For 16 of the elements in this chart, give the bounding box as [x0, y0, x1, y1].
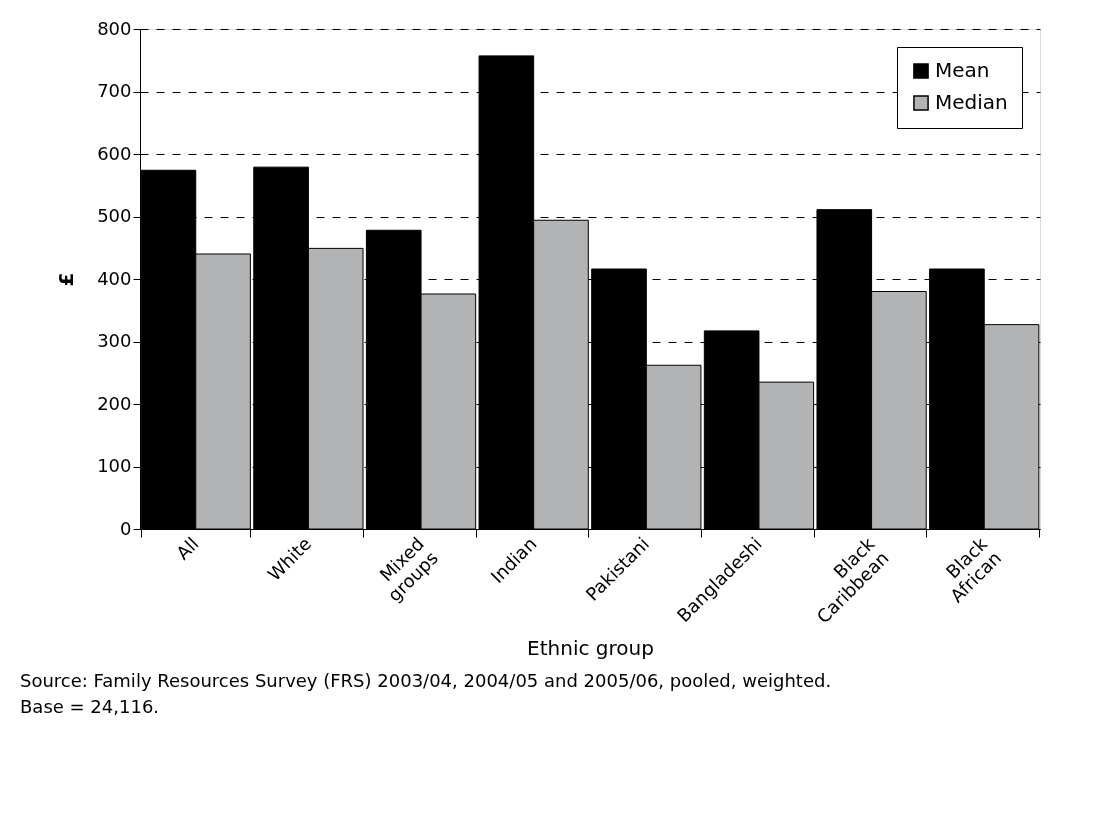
x-tick-label: All	[171, 533, 203, 564]
y-tick-label: 700	[97, 80, 132, 101]
y-tick-label: 300	[97, 330, 132, 351]
legend-label: Mean	[935, 58, 990, 82]
y-tick-label: 400	[97, 267, 132, 289]
legend-label: Median	[935, 90, 1008, 114]
y-tick-label: 800	[97, 17, 132, 39]
y-tick-label: 100	[97, 455, 132, 476]
y-tick-label: 200	[97, 392, 132, 414]
y-tick-label: 600	[97, 142, 132, 164]
source-note: Source: Family Resources Survey (FRS) 2003/04, 2004/05 and 2005/06, pooled, weighted.	[20, 669, 832, 691]
x-axis-title: Ethnic group	[527, 636, 654, 661]
y-axis-title: £	[54, 272, 79, 287]
y-tick-label: 500	[97, 205, 132, 226]
text: Base = 24,116.	[20, 695, 160, 717]
y-tick-label: 0	[120, 517, 132, 539]
